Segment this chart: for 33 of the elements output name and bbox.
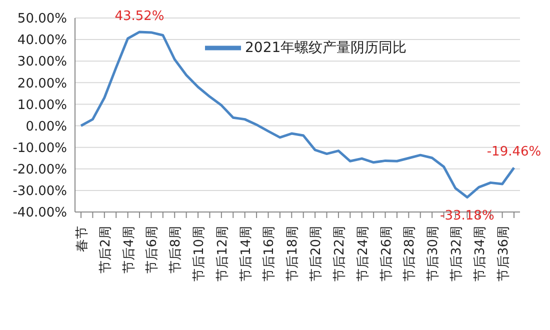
x-tick-label: 节后36周 [496, 226, 512, 282]
data-label: -33.18% [440, 208, 494, 224]
y-tick-label: -30.00% [12, 184, 67, 200]
x-tick-label: 节后32周 [449, 226, 464, 282]
x-tick-label: 节后20周 [309, 226, 324, 282]
x-tick-label: 节后30周 [426, 226, 442, 282]
y-tick-label: 50.00% [17, 12, 67, 27]
y-tick-label: 40.00% [17, 33, 67, 48]
x-tick-label: 节后28周 [402, 226, 418, 282]
x-tick-label: 春节 [75, 226, 90, 252]
legend-label: 2021年螺纹产量阴历同比 [245, 40, 407, 56]
x-tick-label: 节后24周 [356, 226, 371, 282]
x-tick-label: 节后16周 [262, 226, 278, 282]
data-label: 43.52% [114, 8, 164, 24]
x-tick-label: 节后12周 [215, 226, 230, 282]
y-tick-label: -20.00% [12, 162, 67, 178]
x-tick-label: 节后4周 [122, 226, 137, 274]
x-tick-label: 节后34周 [472, 226, 488, 282]
x-tick-label: 节后2周 [98, 226, 114, 274]
x-tick-label: 节后14周 [238, 226, 254, 282]
x-tick-label: 节后8周 [168, 226, 184, 274]
y-tick-label: 10.00% [17, 98, 67, 113]
y-tick-label: -40.00% [12, 206, 67, 221]
y-tick-label: 30.00% [17, 54, 67, 70]
data-label: -19.46% [486, 144, 542, 160]
x-tick-label: 节后22周 [332, 226, 348, 282]
x-tick-label: 节后18周 [286, 226, 301, 282]
x-tick-label: 节后26周 [379, 226, 394, 282]
x-tick-label: 节后6周 [145, 226, 160, 274]
x-tick-label: 节后10周 [192, 226, 208, 282]
y-tick-label: 0.00% [26, 119, 67, 134]
y-tick-label: 20.00% [17, 76, 67, 92]
y-tick-label: -10.00% [12, 140, 67, 156]
